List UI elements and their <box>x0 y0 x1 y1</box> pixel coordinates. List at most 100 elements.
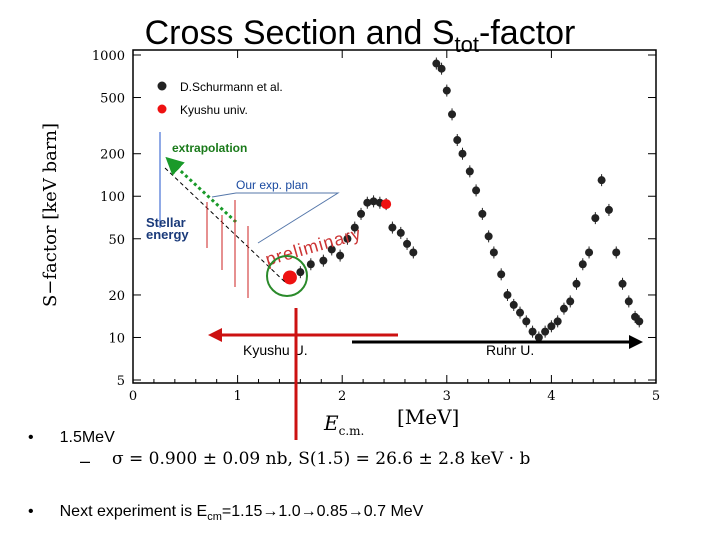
data-point-schurmann <box>553 315 562 328</box>
ruhr-range-arrowhead <box>629 335 643 349</box>
slide-title: Cross Section and Stot-factor <box>0 14 720 58</box>
data-point-schurmann <box>357 207 366 220</box>
data-point-schurmann <box>618 277 627 290</box>
data-point-schurmann <box>547 320 556 333</box>
data-point-schurmann <box>306 258 315 271</box>
y-tick-label: 1000 <box>92 49 125 64</box>
planned-energy-lines <box>206 200 249 298</box>
x-axis-unit: [MeV] <box>397 405 459 429</box>
y-axis-label: S−factor [keV barn] <box>40 123 61 307</box>
data-point-schurmann <box>369 195 378 208</box>
annotation-energy: energy <box>146 227 189 242</box>
data-point-schurmann <box>612 246 621 259</box>
bullet-1: • 1.5MeV <box>28 429 115 447</box>
data-point-schurmann <box>388 221 397 234</box>
x-axis-symbol: E <box>323 411 339 435</box>
y-tick-label: 50 <box>108 233 125 248</box>
data-point-schurmann <box>497 268 506 281</box>
title-tail: -factor <box>479 14 576 52</box>
data-point-schurmann <box>591 212 600 225</box>
data-point-schurmann <box>566 295 575 308</box>
x-axis-label: Ec.m. <box>323 411 364 438</box>
data-point-schurmann <box>478 207 487 220</box>
data-point-schurmann <box>448 108 457 121</box>
data-point-kyushu <box>282 270 297 285</box>
legend-label-kyushu: Kyushu univ. <box>180 103 248 117</box>
data-point-schurmann <box>578 258 587 271</box>
plan-callout-line <box>211 192 340 244</box>
bullet-1-dot: • <box>28 429 34 446</box>
x-tick-label: 5 <box>652 389 660 404</box>
data-point-schurmann <box>409 246 418 259</box>
y-tick-label: 5 <box>117 374 125 389</box>
bullet-2: • Next experiment is Ecm=1.15→1.0→0.85→0.… <box>28 503 423 523</box>
title-main: Cross Section and S <box>144 14 455 52</box>
data-point-schurmann <box>585 246 594 259</box>
annotation-extrapolation: extrapolation <box>172 141 247 155</box>
bullet-1-text: 1.5MeV <box>59 429 115 446</box>
data-point-schurmann <box>465 165 474 178</box>
data-point-schurmann <box>453 134 462 147</box>
data-point-schurmann <box>516 306 525 319</box>
bullet-2-pre: Next experiment is E <box>59 503 208 520</box>
data-point-schurmann <box>503 288 512 301</box>
x-tick-label: 2 <box>338 389 346 404</box>
data-point-schurmann <box>336 249 345 262</box>
y-tick-label: 200 <box>100 148 125 163</box>
legend-marker-schurmann <box>157 81 167 91</box>
data-point-schurmann <box>396 226 405 239</box>
bullet-2-dot: • <box>28 503 34 520</box>
x-axis-subscript: c.m. <box>339 424 365 438</box>
data-point-schurmann <box>484 230 493 243</box>
annotation-our-plan: Our exp. plan <box>236 178 308 192</box>
legend-marker-kyushu <box>157 104 167 114</box>
bullet-2-text: Next experiment is Ecm=1.15→1.0→0.85→0.7… <box>59 503 424 524</box>
kyushu-range-arrowhead <box>208 328 222 342</box>
legend-label-schurmann: D.Schurmann et al. <box>180 80 283 94</box>
data-point-schurmann <box>296 266 305 279</box>
data-point-schurmann <box>458 147 467 160</box>
y-tick-label: 10 <box>108 331 125 346</box>
data-point-schurmann <box>572 277 581 290</box>
y-tick-label: 20 <box>108 289 125 304</box>
data-point-schurmann <box>350 221 359 234</box>
ruhr-range-label: Ruhr U. <box>486 342 534 358</box>
data-point-schurmann <box>509 298 518 311</box>
data-point-schurmann <box>403 237 412 250</box>
x-tick-label: 1 <box>233 389 241 404</box>
data-point-schurmann <box>437 62 446 75</box>
data-point-schurmann <box>597 174 606 187</box>
y-tick-label: 500 <box>100 92 125 107</box>
data-point-schurmann <box>624 295 633 308</box>
data-point-schurmann <box>343 232 352 245</box>
y-tick-label: 100 <box>100 190 125 205</box>
data-point-schurmann <box>327 243 336 256</box>
cross-section-formula: σ = 0.900 ± 0.09 nb, S(1.5) = 26.6 ± 2.8… <box>112 449 531 469</box>
data-point-schurmann <box>541 325 550 338</box>
data-point-schurmann <box>319 254 328 267</box>
data-point-schurmann <box>635 315 644 328</box>
data-point-schurmann <box>604 203 613 216</box>
extrapolation-arrow <box>165 156 238 224</box>
plot-frame <box>132 49 657 384</box>
data-point-schurmann <box>522 315 531 328</box>
bullet-2-sub: cm <box>207 511 222 524</box>
data-point-kyushu <box>381 199 392 210</box>
data-point-schurmann <box>489 246 498 259</box>
bullet-2-post: =1.15→1.0→0.85→0.7 MeV <box>221 503 424 520</box>
annotation-stellar: Stellar <box>146 215 186 230</box>
x-tick-label: 4 <box>547 389 555 404</box>
data-point-schurmann <box>472 184 481 197</box>
bullet-1-dash: – <box>80 451 91 471</box>
data-point-schurmann <box>528 325 537 338</box>
data-point-schurmann <box>442 84 451 97</box>
x-tick-label: 0 <box>129 389 137 404</box>
title-subscript: tot <box>454 31 480 57</box>
x-tick-label: 3 <box>443 389 451 404</box>
kyushu-range-label: Kyushu U. <box>243 342 308 358</box>
data-point-schurmann <box>559 302 568 315</box>
data-point-schurmann <box>363 196 372 209</box>
data-point-schurmann <box>432 57 441 70</box>
preliminary-highlight-circle <box>266 255 308 297</box>
